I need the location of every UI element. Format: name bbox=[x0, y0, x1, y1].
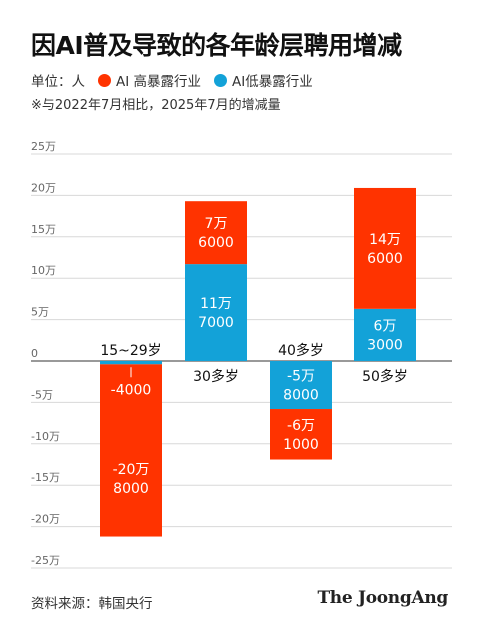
y-tick-label: -15万 bbox=[31, 471, 60, 484]
legend-label-high: AI 高暴露行业 bbox=[116, 74, 202, 90]
data-label-high: -6万 bbox=[287, 418, 315, 434]
bar-high-exposure bbox=[354, 187, 416, 309]
data-label-high: -20万 bbox=[113, 462, 150, 478]
y-tick-label: 20万 bbox=[31, 181, 56, 194]
y-tick-label: 5万 bbox=[31, 306, 49, 319]
data-label-high: 1000 bbox=[283, 437, 319, 453]
bar-low-exposure bbox=[100, 361, 162, 365]
bar-low-exposure bbox=[270, 361, 332, 410]
data-label-high: 6000 bbox=[367, 251, 403, 267]
y-tick-label: -5万 bbox=[31, 388, 53, 401]
bar-low-exposure bbox=[185, 264, 247, 361]
bar-high-exposure bbox=[100, 364, 162, 537]
legend-swatch-low bbox=[214, 73, 228, 87]
data-label-high: 6000 bbox=[198, 235, 234, 251]
unit-label: 单位：人 bbox=[31, 74, 85, 90]
x-category-label: 15~29岁 bbox=[100, 343, 161, 359]
data-label-low: 7000 bbox=[198, 315, 234, 331]
x-category-label: 30多岁 bbox=[193, 368, 239, 385]
brand-logo: The JoongAng bbox=[317, 588, 448, 608]
data-label-low: 8000 bbox=[283, 388, 319, 404]
legend-item-low: AI低暴露行业 bbox=[214, 70, 313, 90]
chart-title: 因AI普及导致的各年龄层聘用增减 bbox=[31, 31, 402, 60]
data-label-low: 3000 bbox=[367, 337, 403, 353]
x-category-label: 50多岁 bbox=[362, 368, 408, 385]
bar-high-exposure bbox=[270, 409, 332, 460]
data-label-high: 14万 bbox=[369, 232, 401, 248]
data-label-low: 11万 bbox=[200, 296, 232, 312]
source-credit: 资料来源：韩国央行 bbox=[31, 596, 153, 612]
y-tick-label: 0 bbox=[31, 347, 38, 360]
y-tick-label: -25万 bbox=[31, 554, 60, 567]
data-label-high: 8000 bbox=[113, 481, 149, 497]
y-tick-label: 10万 bbox=[31, 264, 56, 277]
legend-swatch-high bbox=[98, 73, 111, 87]
y-tick-label: 15万 bbox=[31, 223, 56, 236]
bar-low-exposure bbox=[354, 308, 416, 361]
bar-high-exposure bbox=[185, 201, 247, 265]
legend-item-high: AI 高暴露行业 bbox=[98, 70, 201, 90]
legend-label-low: AI低暴露行业 bbox=[232, 74, 313, 90]
y-tick-label: 25万 bbox=[31, 140, 56, 153]
data-label-low: 6万 bbox=[374, 318, 397, 334]
data-label-low: -4000 bbox=[111, 382, 152, 398]
data-label-high: 7万 bbox=[205, 216, 228, 232]
x-category-label: 40多岁 bbox=[278, 342, 324, 359]
legend: 单位：人 AI 高暴露行业 AI低暴露行业 bbox=[31, 70, 313, 90]
y-tick-label: -10万 bbox=[31, 430, 60, 443]
y-tick-label: -20万 bbox=[31, 513, 60, 526]
chart-note: ※与2022年7月相比，2025年7月的增减量 bbox=[31, 98, 281, 113]
data-label-low: -5万 bbox=[287, 369, 315, 385]
